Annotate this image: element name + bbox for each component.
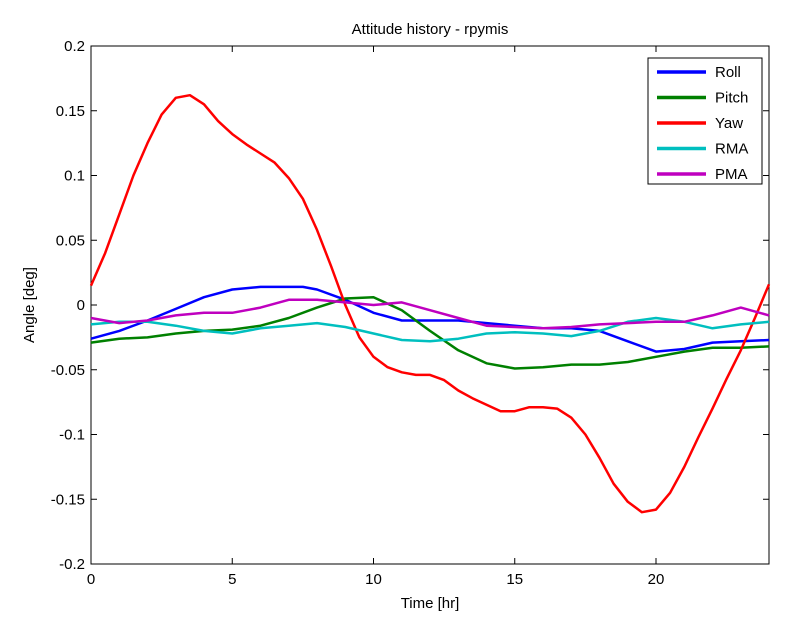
y-tick-label: 0.05 (56, 232, 85, 249)
series-line-yaw (89, 93, 771, 514)
y-tick-label: -0.2 (59, 556, 85, 573)
legend-label-pitch: Pitch (715, 90, 748, 107)
y-tick-label: 0.1 (64, 168, 85, 185)
x-tick-label: 20 (648, 571, 665, 588)
y-tick-label: -0.15 (51, 491, 85, 508)
ticks-layer: 0 5 10 15 20 0.2 0.15 0.1 0.05 0 -0.05 -0.1 -0.15 -0.… (51, 38, 769, 588)
y-tick-label: 0 (77, 297, 85, 314)
x-axis-label: Time [hr] (401, 595, 460, 612)
legend-label-rma: RMA (715, 141, 748, 158)
x-tick-label: 5 (228, 571, 236, 588)
y-tick-label: -0.1 (59, 427, 85, 444)
y-axis-label: Angle [deg] (21, 267, 38, 343)
series-layer (89, 93, 771, 514)
x-tick-label: 15 (506, 571, 523, 588)
series-line-rma (90, 316, 770, 343)
legend-label-pma: PMA (715, 166, 748, 183)
legend-label-roll: Roll (715, 64, 741, 81)
series-line-pma (90, 298, 770, 330)
legend: Roll Pitch Yaw RMA PMA (647, 57, 763, 185)
y-tick-label: -0.05 (51, 362, 85, 379)
y-tick-label: 0.2 (64, 38, 85, 55)
legend-box (647, 57, 763, 185)
x-tick-label: 10 (365, 571, 382, 588)
chart-title: Attitude history - rpymis (352, 21, 509, 38)
legend-label-yaw: Yaw (715, 115, 743, 132)
x-tick-label: 0 (87, 571, 95, 588)
y-tick-label: 0.15 (56, 103, 85, 120)
